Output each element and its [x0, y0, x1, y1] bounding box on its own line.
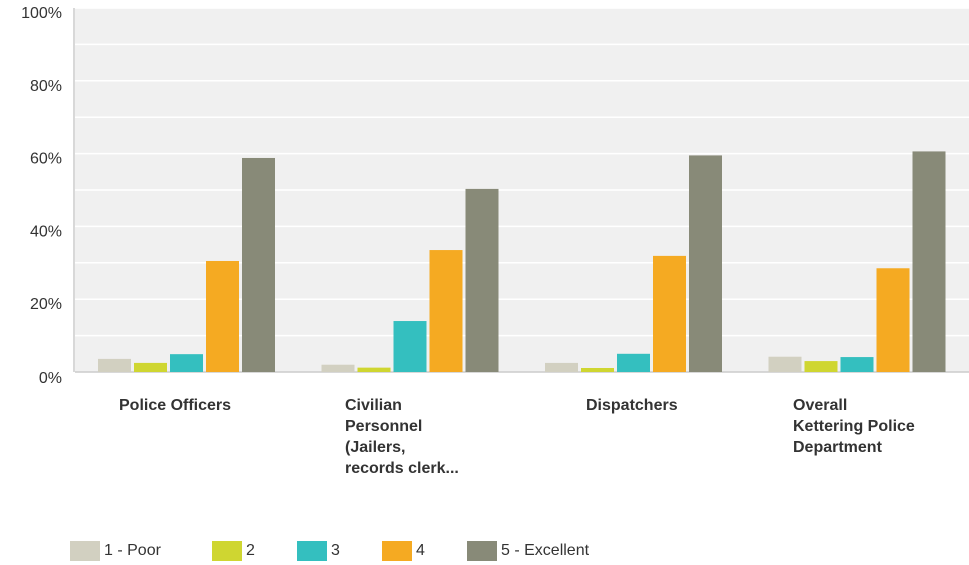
y-tick-label: 100%: [21, 5, 62, 22]
legend-swatch: [382, 541, 412, 561]
legend-swatch: [297, 541, 327, 561]
x-category-label: Dispatchers: [586, 397, 678, 414]
bar[interactable]: [768, 356, 802, 372]
legend-item[interactable]: 5 - Excellent: [467, 540, 589, 562]
legend-label: 3: [331, 542, 340, 559]
legend-item[interactable]: 2: [212, 540, 255, 562]
bar[interactable]: [393, 321, 427, 372]
bar[interactable]: [429, 250, 463, 372]
legend-swatch: [70, 541, 100, 561]
bar[interactable]: [357, 367, 391, 372]
legend-item[interactable]: 4: [382, 540, 425, 562]
bar[interactable]: [912, 151, 946, 372]
bar[interactable]: [840, 357, 874, 372]
bar[interactable]: [206, 260, 239, 372]
legend-label: 1 - Poor: [104, 542, 161, 559]
bar[interactable]: [98, 358, 131, 372]
x-category-label: Overall Kettering Police Department: [793, 397, 915, 456]
legend-item[interactable]: 1 - Poor: [70, 540, 161, 562]
bar[interactable]: [617, 353, 650, 372]
bar[interactable]: [321, 364, 355, 372]
bar[interactable]: [581, 367, 614, 372]
bars: [98, 151, 946, 372]
y-tick-label: 0%: [39, 370, 62, 387]
bar-chart: 0% 20% 40% 60% 80% 100%: [21, 5, 969, 387]
y-tick-label: 40%: [30, 223, 62, 240]
bar[interactable]: [545, 362, 578, 372]
bar[interactable]: [465, 188, 499, 372]
bar[interactable]: [653, 255, 686, 372]
bar[interactable]: [134, 362, 167, 372]
bar[interactable]: [170, 354, 203, 372]
y-tick-label: 60%: [30, 151, 62, 168]
bar[interactable]: [242, 157, 275, 372]
legend-label: 5 - Excellent: [501, 542, 590, 559]
legend-item[interactable]: 3: [297, 540, 340, 562]
y-tick-label: 20%: [30, 296, 62, 313]
x-category-label: Police Officers: [119, 397, 232, 414]
bar[interactable]: [876, 268, 910, 372]
bar[interactable]: [804, 361, 838, 372]
x-category-label: Civilian Personnel (Jailers, records cle…: [345, 397, 459, 477]
legend-label: 2: [246, 542, 255, 559]
legend-swatch: [467, 541, 497, 561]
legend-swatch: [212, 541, 242, 561]
legend-label: 4: [416, 542, 425, 559]
y-tick-label: 80%: [30, 78, 62, 95]
bar[interactable]: [689, 155, 722, 372]
